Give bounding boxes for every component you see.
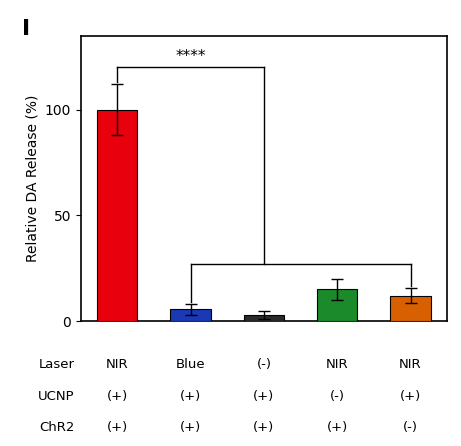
Text: Laser: Laser	[39, 358, 75, 371]
Text: (+): (+)	[106, 390, 128, 403]
Text: I: I	[22, 19, 30, 38]
Bar	[97, 110, 137, 321]
Text: (+): (+)	[253, 421, 275, 434]
Text: (-): (-)	[256, 358, 272, 371]
Text: NIR: NIR	[106, 358, 129, 371]
Bar	[171, 310, 211, 321]
Text: (+): (+)	[106, 421, 128, 434]
Bar	[244, 315, 284, 321]
Text: NIR: NIR	[399, 358, 422, 371]
Text: ****: ****	[175, 49, 206, 64]
Text: (+): (+)	[400, 390, 421, 403]
Text: (+): (+)	[253, 390, 275, 403]
Text: (+): (+)	[180, 421, 201, 434]
Text: (-): (-)	[403, 421, 418, 434]
Text: (-): (-)	[330, 390, 345, 403]
Bar	[317, 289, 357, 321]
Text: UCNP: UCNP	[38, 390, 75, 403]
Text: ChR2: ChR2	[40, 421, 75, 434]
Text: Blue: Blue	[176, 358, 206, 371]
Y-axis label: Relative DA Release (%): Relative DA Release (%)	[25, 95, 39, 262]
Bar	[390, 296, 431, 321]
Text: (+): (+)	[180, 390, 201, 403]
Text: NIR: NIR	[326, 358, 349, 371]
Text: (+): (+)	[326, 421, 348, 434]
